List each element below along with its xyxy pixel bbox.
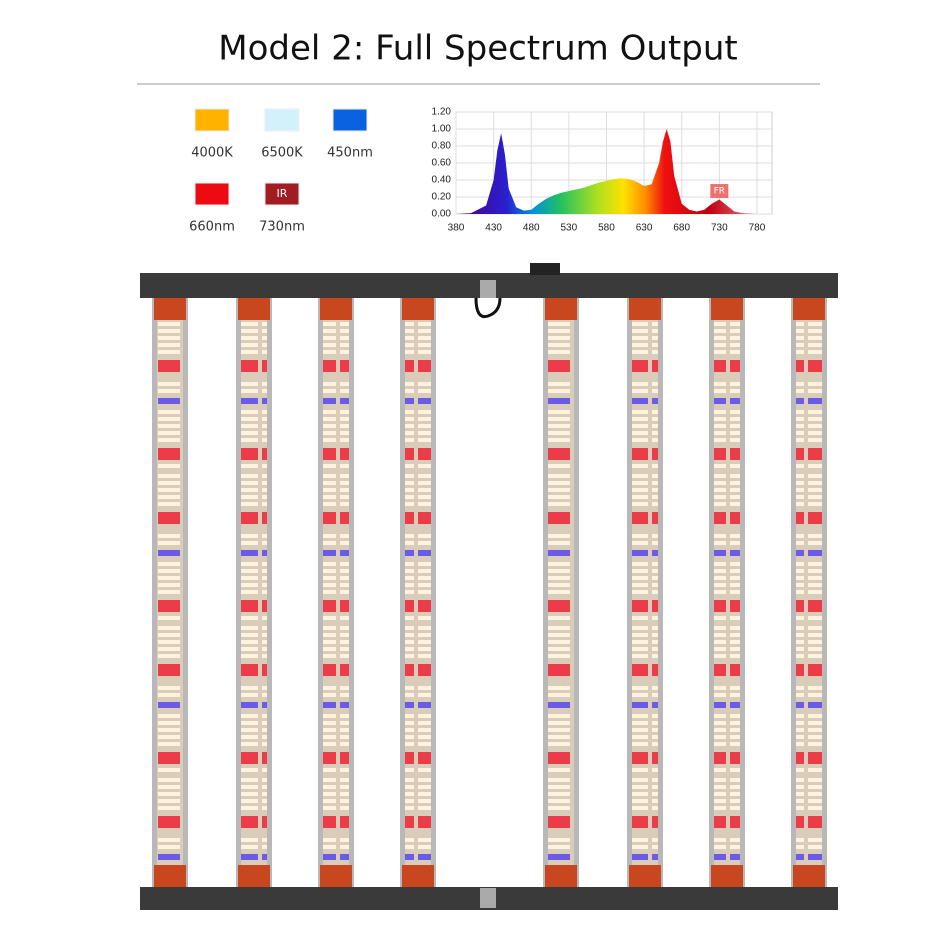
led-strip — [241, 320, 267, 865]
end-cap — [154, 298, 186, 320]
legend-label: 730nm — [259, 220, 305, 235]
x-tick-label: 630 — [636, 223, 653, 234]
end-cap — [320, 865, 352, 887]
end-cap — [545, 298, 577, 320]
y-tick-label: 1.20 — [432, 107, 452, 118]
x-tick-label: 680 — [673, 223, 690, 234]
led-strip — [548, 320, 574, 865]
x-tick-label: 380 — [448, 223, 465, 234]
led-strip — [405, 320, 431, 865]
legend-swatch — [194, 108, 230, 132]
end-cap — [793, 865, 825, 887]
x-tick-label: 780 — [749, 223, 766, 234]
legend-badge: IR — [277, 187, 288, 200]
end-cap — [793, 298, 825, 320]
end-cap — [320, 298, 352, 320]
x-tick-label: 480 — [523, 223, 540, 234]
led-strip — [157, 320, 183, 865]
legend-swatch — [264, 108, 300, 132]
hanger — [480, 280, 496, 298]
x-tick-label: 580 — [598, 223, 615, 234]
end-cap — [629, 298, 661, 320]
legend-swatch — [194, 182, 230, 206]
annotation: FR — [714, 187, 725, 197]
end-cap — [238, 298, 270, 320]
light-fixture — [140, 263, 838, 910]
y-tick-label: 0.60 — [432, 158, 452, 169]
y-tick-label: 0.00 — [432, 209, 452, 220]
annotation-bg — [710, 184, 729, 199]
end-cap — [629, 865, 661, 887]
y-tick-label: 1.00 — [432, 124, 452, 135]
legend-label: 4000K — [191, 146, 233, 161]
x-tick-label: 730 — [711, 223, 728, 234]
led-strip — [796, 320, 822, 865]
connector — [530, 263, 560, 275]
end-cap — [402, 298, 434, 320]
cable — [474, 297, 502, 319]
spectrum-area — [456, 129, 757, 214]
x-tick-label: 530 — [561, 223, 578, 234]
legend-swatch — [332, 108, 368, 132]
legend-label: 450nm — [327, 146, 373, 161]
end-cap — [545, 865, 577, 887]
legend-swatch — [264, 182, 300, 206]
led-strip — [632, 320, 658, 865]
y-tick-label: 0.40 — [432, 175, 452, 186]
end-cap — [711, 865, 743, 887]
end-cap — [154, 865, 186, 887]
y-tick-label: 0.20 — [432, 192, 452, 203]
led-strip — [323, 320, 349, 865]
end-cap — [402, 865, 434, 887]
y-tick-label: 0.80 — [432, 141, 452, 152]
end-cap — [711, 298, 743, 320]
end-cap — [238, 865, 270, 887]
x-tick-label: 430 — [485, 223, 502, 234]
led-strip — [714, 320, 740, 865]
legend-label: 6500K — [261, 146, 303, 161]
legend-label: 660nm — [189, 220, 235, 235]
hanger — [480, 888, 496, 908]
title: Model 2: Full Spectrum Output — [218, 29, 737, 69]
